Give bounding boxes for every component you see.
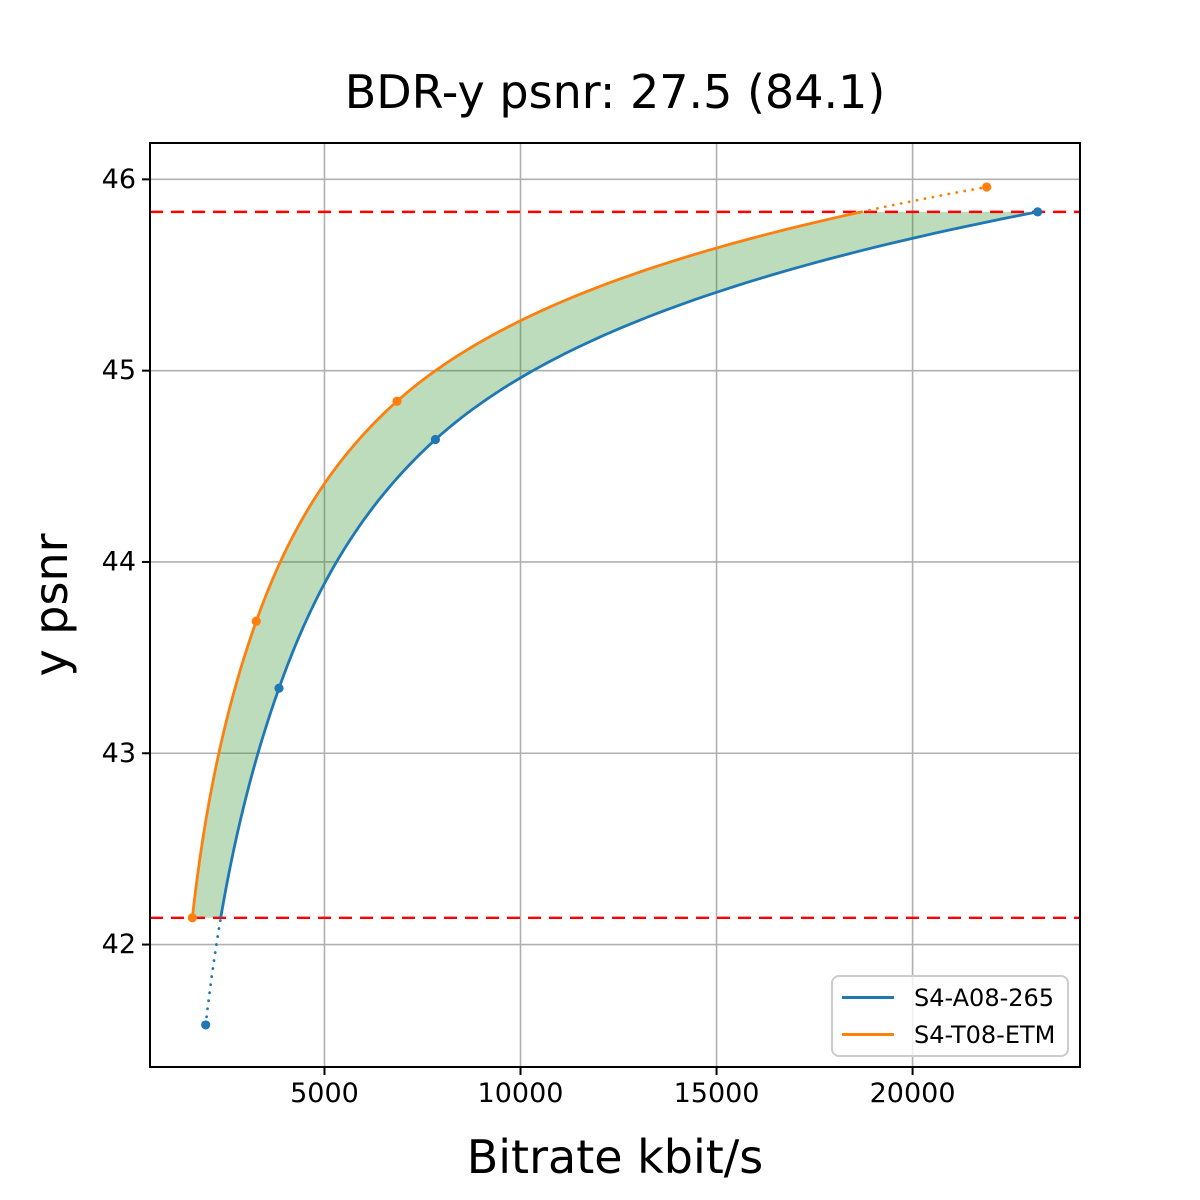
series-0-marker xyxy=(1033,207,1043,217)
legend-item-series-1: S4-T08-ETM xyxy=(833,1021,1067,1049)
series-1-marker xyxy=(187,913,197,923)
y-tick-label: 45 xyxy=(102,355,136,386)
x-tick-label: 5000 xyxy=(290,1078,359,1109)
x-tick-label: 15000 xyxy=(674,1078,760,1109)
x-axis-label: Bitrate kbit/s xyxy=(466,1130,764,1184)
series-1-curve xyxy=(190,210,862,918)
series-1-marker xyxy=(251,616,261,626)
legend-line-blue xyxy=(842,996,894,999)
overlap-region-fill xyxy=(192,211,1038,918)
series-1-marker xyxy=(982,182,992,192)
y-tick-label: 46 xyxy=(102,164,136,195)
y-axis-label: y psnr xyxy=(24,533,78,677)
y-tick-label: 43 xyxy=(102,738,136,769)
legend-label-series-0: S4-A08-265 xyxy=(914,983,1055,1012)
legend-line-orange xyxy=(842,1033,894,1036)
legend: S4-A08-265 S4-T08-ETM xyxy=(831,975,1069,1057)
x-tick-label: 20000 xyxy=(870,1078,956,1109)
chart-title: BDR-y psnr: 27.5 (84.1) xyxy=(344,65,886,119)
axes-frame xyxy=(149,142,1081,1068)
y-tick-label: 42 xyxy=(102,929,136,960)
series-0-marker xyxy=(430,434,441,445)
legend-label-series-1: S4-T08-ETM xyxy=(914,1020,1056,1049)
series-1-marker xyxy=(392,396,402,406)
legend-item-series-0: S4-A08-265 xyxy=(833,984,1067,1012)
y-tick-label: 44 xyxy=(102,546,136,577)
x-tick-label: 10000 xyxy=(478,1078,564,1109)
series-0-marker xyxy=(274,683,284,693)
series-0-marker xyxy=(201,1020,211,1030)
series-0-dotted-extension xyxy=(204,916,223,1027)
series-0-curve xyxy=(219,210,1038,919)
series-1-dotted-extension xyxy=(860,185,989,214)
